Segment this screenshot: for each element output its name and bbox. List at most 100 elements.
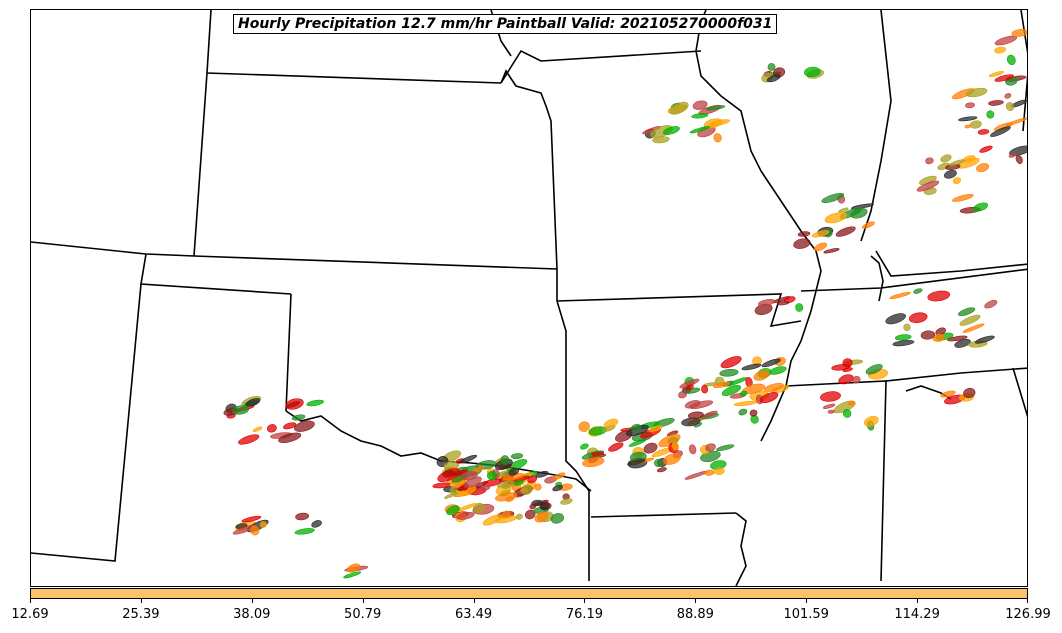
paintball-contour [500,455,510,465]
paintball-contour [560,498,573,505]
paintball-contour [969,120,982,129]
paintball-contour [758,299,776,307]
paintball-contour [795,303,804,312]
paintball-contour [720,356,742,369]
paintball-contour [495,492,518,502]
paintball-contour [688,444,697,455]
paintball-contour [885,313,906,325]
paintball-contour [707,119,731,127]
colorbar-tick [806,599,808,603]
paintball-contour [994,46,1007,54]
colorbar-tick [1027,599,1028,603]
paintball-contour [459,454,478,464]
colorbar-tick-label: 25.39 [122,607,160,622]
paintball-contour [578,421,590,432]
colorbar-tick [695,599,697,603]
paintball-contour [793,238,811,249]
paintball-contour [343,571,362,579]
paintball-contour [766,74,781,83]
paintball-contour [306,399,324,407]
colorbar-tick-label: 101.59 [783,607,829,622]
paintball-contour [311,520,322,528]
paintball-contour [663,126,680,135]
paintball-contour [965,102,975,109]
paintball-contour [529,503,537,510]
paintball-contour [539,501,550,511]
paintball-contour [821,193,845,203]
paintball-contour [769,366,787,375]
paintball-contour [535,470,549,478]
paintball-contour [515,513,523,520]
paintball-contour [663,453,681,465]
border-tx-panhandle [285,293,292,412]
state-borders [31,10,1027,586]
paintball-contour [266,424,277,433]
paintball-contour [283,422,297,430]
paintball-contour [892,339,915,347]
paintball-contour [285,398,304,410]
paintball-contour [977,129,990,135]
paintball-contour [811,230,830,238]
colorbar-tick [251,599,253,603]
border-ga-al [885,367,1027,382]
paintball-contour [238,434,260,445]
paintball-contour [916,180,940,192]
paintball-contour [347,563,361,573]
colorbar-tick-label: 12.69 [11,607,49,622]
paintball-contour [889,292,911,299]
colorbar-tick-label: 63.49 [454,607,493,622]
colorbar-tick [30,599,31,603]
paintball-contour [984,300,998,309]
paintball-contour [669,101,689,115]
colorbar-tick [917,599,919,603]
paintball-contour [903,323,911,331]
border-tn-north [800,268,1027,292]
paintball-contour [767,63,776,71]
paintball-contour [741,363,762,371]
precipitation-paintballs [223,28,1027,579]
paintball-contour [847,400,856,406]
paintball-contour [940,154,952,163]
border-wy-co [31,241,558,270]
border-mississippi [695,10,822,586]
paintball-contour [797,231,811,237]
paintball-contour [776,301,790,306]
paintball-contour [671,441,679,451]
paintball-contour [591,451,605,456]
paintball-contour [692,100,708,110]
colorbar-tick-label: 38.09 [233,607,271,622]
paintball-contour [749,409,758,417]
paintball-contour [851,203,874,210]
border-co-nm [140,253,292,295]
paintball-contour [704,469,715,476]
border-ga-east [1012,367,1027,418]
paintball-contour [691,113,709,119]
paintball-contour [947,335,968,342]
paintball-contour [687,411,704,419]
paintball-contour [1009,145,1027,156]
paintball-contour [684,470,708,480]
paintball-contour [823,248,840,254]
paintball-contour [827,409,835,414]
paintball-contour [1008,153,1017,158]
paintball-contour [822,403,836,409]
paintball-contour [437,468,460,482]
paintball-contour [232,405,250,415]
paintball-contour [580,443,589,450]
colorbar-tick-label: 50.79 [344,607,382,622]
paintball-contour [908,312,928,323]
paintball-contour [994,35,1018,46]
paintball-contour [520,484,533,495]
paintball-contour [842,409,852,418]
paintball-contour [582,457,605,468]
paintball-contour [1005,102,1015,111]
paintball-contour [472,502,485,514]
paintball-contour [487,470,497,481]
paintball-contour [972,202,989,212]
paintball-contour [804,66,821,78]
paintball-contour [603,418,619,429]
paintball-contour [463,476,482,488]
paintball-contour [964,124,972,129]
paintball-contour [684,400,701,409]
paintball-contour [940,390,956,398]
